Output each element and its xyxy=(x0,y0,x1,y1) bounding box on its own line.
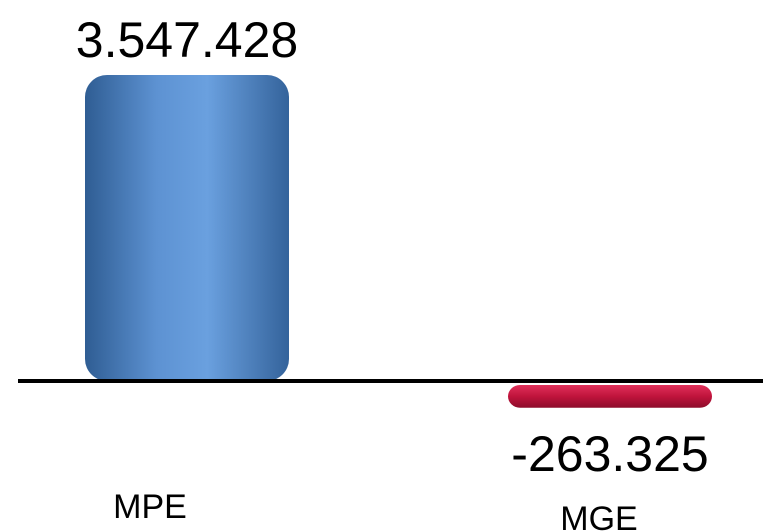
bar-mpe xyxy=(85,75,289,381)
value-label-mpe: 3.547.428 xyxy=(76,12,298,68)
category-label-mge: MGE xyxy=(560,500,637,532)
category-label-mpe: MPE xyxy=(113,488,187,526)
value-label-mge: -263.325 xyxy=(511,426,708,482)
bar-mge xyxy=(508,385,712,408)
